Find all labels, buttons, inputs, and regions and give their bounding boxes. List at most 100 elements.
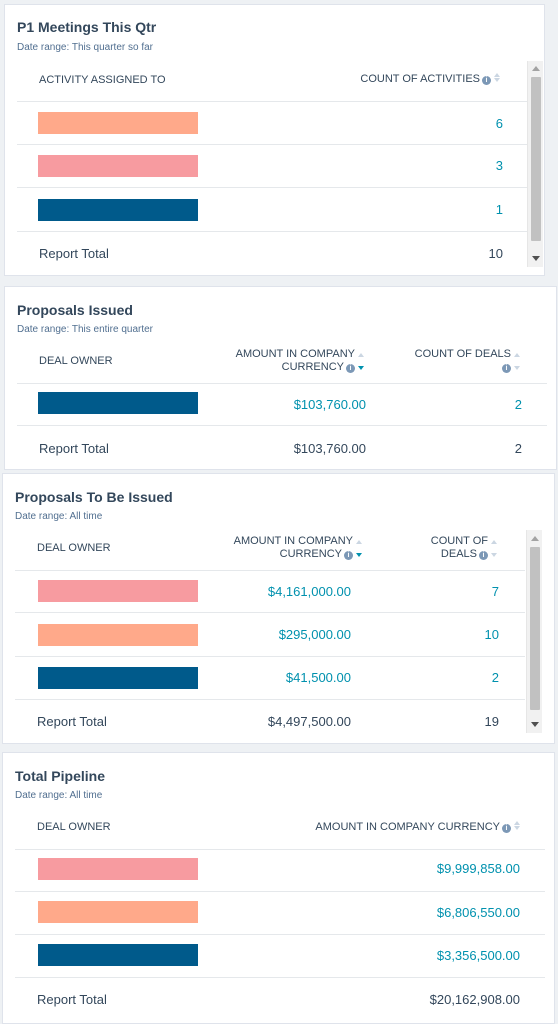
sort-icon[interactable] [356,539,364,545]
scrollbar[interactable] [527,61,543,267]
amount-link[interactable]: $9,999,858.00 [436,861,520,876]
report-total-count: 19 [484,714,499,729]
scroll-down-arrow-icon[interactable] [532,256,540,261]
info-icon[interactable]: i [346,364,355,373]
report-total-amount: $20,162,908.00 [429,992,520,1007]
sort-icon[interactable] [358,365,366,371]
row-divider [17,144,527,145]
sort-icon[interactable] [514,365,522,371]
scroll-up-arrow-icon[interactable] [531,536,539,541]
info-icon[interactable]: i [482,76,491,85]
sort-icon[interactable] [494,72,502,83]
row-divider [15,699,525,700]
owner-bar [38,858,198,880]
info-icon[interactable]: i [502,364,511,373]
sort-icon[interactable] [358,352,366,358]
report-total-value: 10 [488,246,503,261]
owner-bar [38,199,198,221]
card-title: Proposals To Be Issued [15,489,173,505]
deal-count-link[interactable]: 2 [514,397,522,412]
column-header-label: CURRENCY [279,548,342,560]
row-divider [15,977,545,978]
column-header-label: COUNT OF DEALS [414,348,511,360]
report-total-amount: $4,497,500.00 [267,714,351,729]
card-title: Proposals Issued [17,302,133,318]
column-header-count-of-deals[interactable]: COUNT OF DEALS i [415,348,522,374]
info-icon[interactable]: i [479,551,488,560]
column-header-label: AMOUNT IN COMPANY [235,348,355,360]
deal-count-link[interactable]: 7 [491,584,499,599]
column-header-label: DEAL OWNER [37,542,111,554]
row-divider [15,656,525,657]
activity-count-link[interactable]: 1 [495,202,503,217]
activity-count-link[interactable]: 6 [495,116,503,131]
column-header-amount-in-company-currency[interactable]: AMOUNT IN COMPANY CURRENCY i [315,820,522,834]
date-range: Date range: All time [15,790,103,801]
column-header-label: DEAL OWNER [37,821,111,833]
amount-link[interactable]: $6,806,550.00 [436,905,520,920]
column-header-label: ACTIVITY ASSIGNED TO [39,74,166,86]
sort-icon[interactable] [356,552,364,558]
info-icon[interactable]: i [502,824,511,833]
report-total-count: 2 [514,441,522,456]
column-header-deal-owner[interactable]: DEAL OWNER [39,355,113,368]
card-title: Total Pipeline [15,768,105,784]
scroll-down-arrow-icon[interactable] [531,722,539,727]
column-header-label: COUNT OF [430,535,488,547]
column-header-label: DEALS [440,548,477,560]
owner-bar [38,624,198,646]
owner-bar [38,580,198,602]
proposals-to-be-issued-card: Proposals To Be Issued Date range: All t… [2,473,555,744]
date-range: Date range: This entire quarter [17,324,154,335]
total-pipeline-card: Total Pipeline Date range: All time DEAL… [2,752,555,1024]
row-divider [17,231,527,232]
date-range: Date range: This quarter so far [17,42,153,53]
owner-bar [38,392,198,414]
report-total-label: Report Total [39,246,109,261]
scroll-up-arrow-icon[interactable] [532,66,540,71]
deal-count-link[interactable]: 10 [484,627,499,642]
sort-icon[interactable] [491,539,499,545]
amount-link[interactable]: $3,356,500.00 [436,948,520,963]
column-header-activity-assigned-to[interactable]: ACTIVITY ASSIGNED TO [39,74,166,87]
column-header-count-of-deals[interactable]: COUNT OF DEALS i [431,535,499,561]
deal-count-link[interactable]: 2 [491,670,499,685]
info-icon[interactable]: i [344,551,353,560]
sort-icon[interactable] [514,820,522,831]
amount-link[interactable]: $295,000.00 [278,627,351,642]
owner-bar [38,112,198,134]
amount-link[interactable]: $103,760.00 [293,397,366,412]
scrollbar[interactable] [526,530,542,733]
row-divider [17,187,527,188]
row-divider [15,570,525,571]
row-divider [15,612,525,613]
owner-bar [38,901,198,923]
column-header-label: CURRENCY [281,361,344,373]
row-divider [17,425,547,426]
amount-link[interactable]: $4,161,000.00 [267,584,351,599]
sort-icon[interactable] [514,352,522,358]
column-header-amount-in-company-currency[interactable]: AMOUNT IN COMPANY CURRENCY i [236,348,366,374]
report-total-label: Report Total [37,714,107,729]
report-total-amount: $103,760.00 [293,441,366,456]
row-divider [15,849,545,850]
row-divider [17,101,527,102]
scrollbar-thumb[interactable] [530,547,540,710]
column-header-label: AMOUNT IN COMPANY CURRENCY [315,821,500,833]
activity-count-link[interactable]: 3 [495,158,503,173]
column-header-amount-in-company-currency[interactable]: AMOUNT IN COMPANY CURRENCY i [234,535,364,561]
proposals-issued-card: Proposals Issued Date range: This entire… [4,286,557,470]
column-header-count-of-activities[interactable]: COUNT OF ACTIVITIES i [360,72,502,86]
sort-icon[interactable] [491,552,499,558]
owner-bar [38,944,198,966]
p1-meetings-card: P1 Meetings This Qtr Date range: This qu… [4,4,545,276]
amount-link[interactable]: $41,500.00 [285,670,351,685]
column-header-deal-owner[interactable]: DEAL OWNER [37,821,111,834]
column-header-deal-owner[interactable]: DEAL OWNER [37,542,111,555]
date-range: Date range: All time [15,511,103,522]
row-divider [17,383,547,384]
column-header-label: AMOUNT IN COMPANY [233,535,353,547]
scrollbar-thumb[interactable] [531,77,541,241]
card-title: P1 Meetings This Qtr [17,19,157,35]
owner-bar [38,155,198,177]
